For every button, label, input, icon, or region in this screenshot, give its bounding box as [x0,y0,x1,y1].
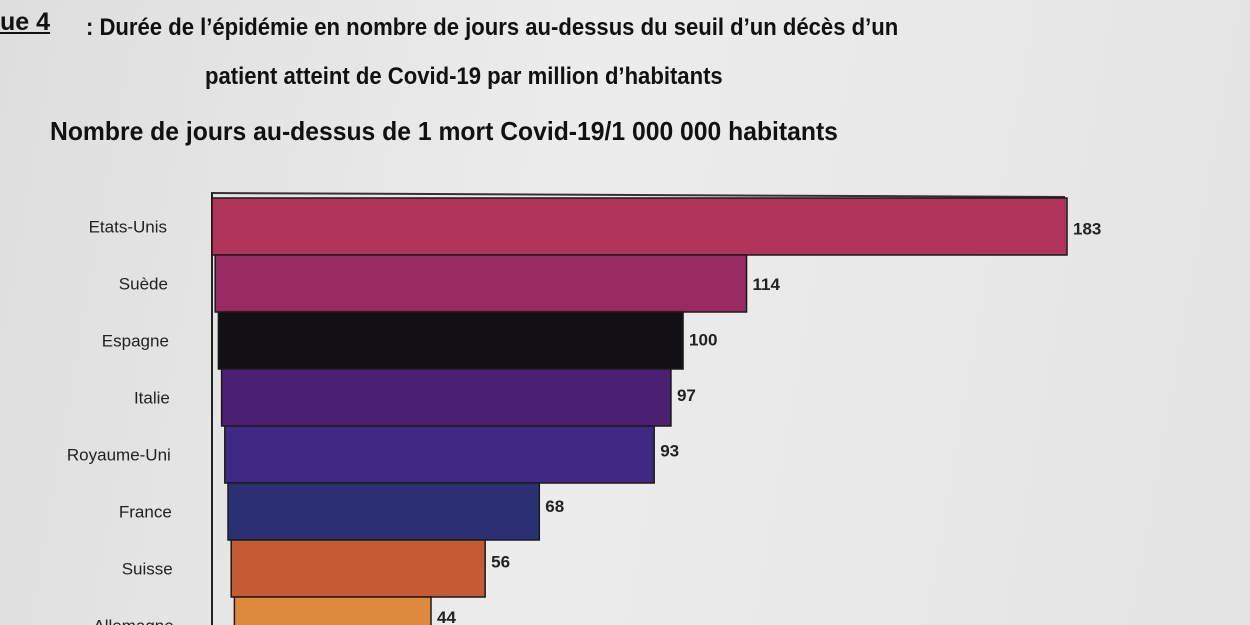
category-label: Suisse [122,560,173,579]
bar-france [227,482,541,541]
category-label: Italie [134,389,170,408]
data-label: 44 [437,608,456,625]
category-label: Royaume-Uni [67,446,171,465]
category-label: Etats-Unis [89,218,167,237]
bar-italie [220,368,672,427]
plot-top-border [211,192,1066,198]
bar-espagne [217,311,684,370]
data-label: 97 [677,386,696,405]
data-label: 68 [545,497,564,516]
category-label: Suède [119,275,168,294]
figure-number: ue 4 [0,8,51,36]
chart-title: Nombre de jours au-dessus de 1 mort Covi… [50,116,838,146]
data-label: 183 [1073,220,1101,239]
figure-label: ue 4 [0,8,50,37]
bar-allemagne [233,596,432,625]
figure-title-text: : Durée de l’épidémie en nombre de jours… [86,14,899,41]
data-label: 114 [753,275,781,294]
category-label: Espagne [102,332,169,351]
bar-royaume-uni [224,425,655,484]
data-label: 100 [689,331,717,350]
category-label: Allemagne [93,617,173,625]
bar-etats-unis [211,197,1068,256]
data-label: 56 [491,553,510,572]
figure-title-line1: : Durée de l’épidémie en nombre de jours… [86,14,898,42]
data-label: 93 [660,442,679,461]
bar-suisse [230,539,486,598]
category-label: France [119,503,172,522]
bar-suède [214,254,748,313]
figure-title-line2: patient atteint de Covid-19 par million … [205,63,723,90]
